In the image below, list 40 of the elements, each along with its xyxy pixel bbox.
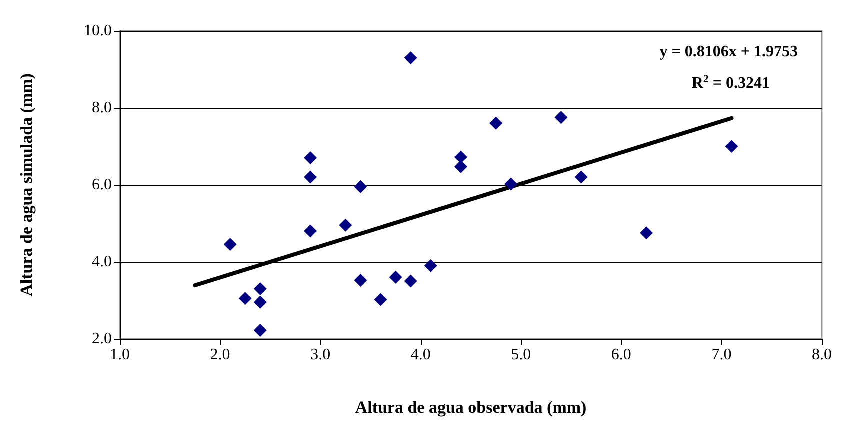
point bbox=[339, 218, 352, 232]
point bbox=[238, 292, 252, 306]
point bbox=[554, 111, 568, 124]
x-tick-label: 1.0 bbox=[110, 346, 130, 364]
point bbox=[254, 282, 267, 296]
y-tick-label: 2.0 bbox=[92, 330, 112, 348]
annotation: y = 0.8106x + 1.9753 bbox=[660, 44, 798, 60]
point bbox=[354, 180, 368, 194]
point bbox=[304, 152, 318, 165]
point bbox=[404, 51, 418, 64]
point bbox=[504, 178, 518, 191]
point bbox=[574, 170, 588, 184]
point bbox=[725, 140, 738, 153]
y-axis-title: Altura de agua simulada (mm) bbox=[17, 74, 36, 296]
x-tick-label: 7.0 bbox=[712, 346, 732, 364]
x-tick-label: 5.0 bbox=[511, 346, 532, 364]
x-tick-label: 2.0 bbox=[210, 346, 230, 364]
point bbox=[254, 296, 267, 309]
x-tick-label: 6.0 bbox=[611, 346, 632, 364]
point bbox=[640, 226, 653, 240]
point bbox=[304, 170, 318, 184]
y-tick-label: 4.0 bbox=[92, 254, 112, 270]
x-axis-title: Altura de agua observada (mm) bbox=[355, 398, 587, 417]
point bbox=[454, 160, 468, 174]
x-tick-label: 8.0 bbox=[812, 346, 832, 364]
point bbox=[490, 116, 503, 130]
point bbox=[354, 274, 368, 287]
point bbox=[424, 259, 438, 272]
point bbox=[374, 293, 388, 306]
y-tick-label: 10.0 bbox=[84, 22, 112, 40]
point bbox=[454, 150, 468, 164]
point bbox=[404, 274, 418, 288]
point bbox=[254, 324, 267, 338]
point bbox=[224, 238, 237, 252]
y-tick-label: 8.0 bbox=[92, 100, 112, 116]
x-tick-label: 3.0 bbox=[310, 346, 331, 364]
point bbox=[304, 224, 318, 238]
y-tick-label: 6.0 bbox=[92, 176, 112, 194]
x-tick-label: 4.0 bbox=[410, 346, 431, 364]
point bbox=[389, 270, 402, 284]
